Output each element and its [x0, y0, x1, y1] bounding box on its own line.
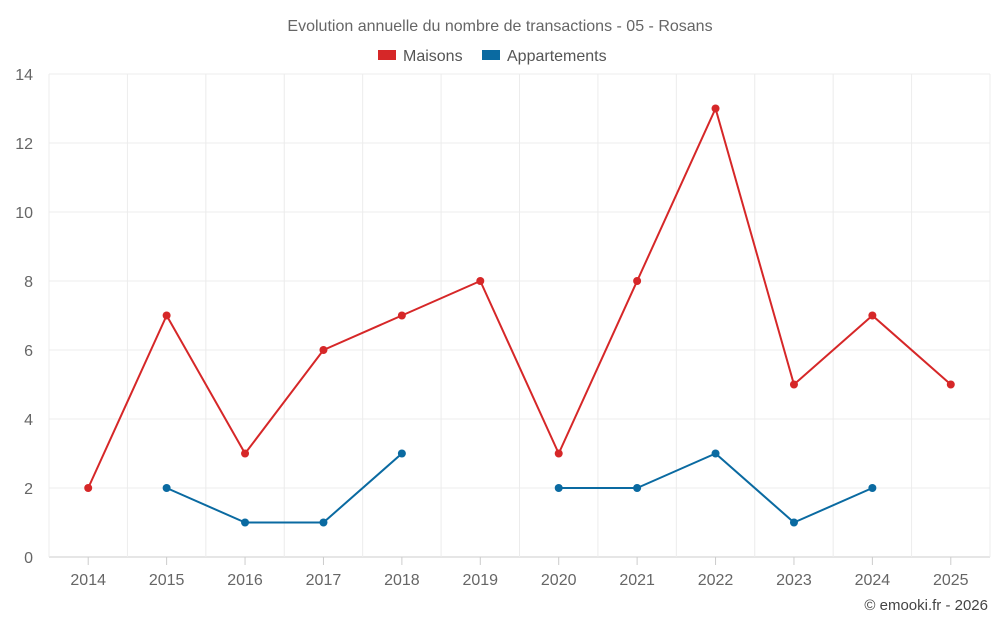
y-tick-label: 6	[24, 343, 33, 360]
y-tick-label: 12	[15, 136, 33, 153]
legend-label: Maisons	[403, 48, 463, 65]
data-point	[946, 380, 955, 389]
data-point	[397, 311, 406, 320]
data-point	[868, 484, 877, 492]
data-point	[633, 484, 642, 492]
series-appartements	[162, 449, 877, 527]
series-line	[166, 452, 403, 524]
x-tick-label: 2022	[698, 572, 734, 589]
legend-item-appartements: Appartements	[482, 48, 607, 65]
data-point	[397, 449, 406, 458]
data-point	[554, 449, 563, 458]
data-point	[241, 518, 250, 527]
y-tick-label: 2	[24, 481, 33, 498]
data-point	[789, 380, 798, 389]
data-point	[554, 484, 563, 492]
chart-legend: Maisons Appartements	[378, 48, 607, 65]
x-tick-label: 2018	[384, 572, 420, 589]
data-point	[84, 484, 93, 492]
y-tick-label: 4	[24, 412, 33, 429]
data-point	[476, 277, 485, 285]
data-point	[711, 449, 720, 458]
data-point	[319, 518, 328, 527]
x-tick-label: 2014	[70, 572, 106, 589]
x-tick-label: 2025	[933, 572, 969, 589]
chart-title: Evolution annuelle du nombre de transact…	[287, 18, 712, 35]
data-point	[633, 277, 642, 285]
legend-swatch	[378, 50, 396, 60]
x-axis: 2014 2015 2016 2017 2018 2019 2020 2021 2022 2023…	[70, 557, 969, 589]
x-tick-label: 2016	[227, 572, 263, 589]
x-tick-label: 2020	[541, 572, 577, 589]
x-tick-label: 2021	[619, 572, 655, 589]
data-point	[162, 484, 171, 492]
data-point	[711, 104, 720, 113]
x-tick-label: 2017	[306, 572, 342, 589]
legend-label: Appartements	[507, 48, 607, 65]
grid-lines	[48, 73, 991, 558]
credit-text: © emooki.fr - 2026	[864, 597, 988, 614]
data-point	[162, 311, 171, 320]
y-tick-label: 8	[24, 274, 33, 291]
series-maisons	[84, 104, 955, 492]
data-point	[868, 311, 877, 320]
y-tick-label: 0	[24, 550, 33, 567]
x-tick-label: 2015	[149, 572, 185, 589]
y-tick-label: 10	[15, 205, 33, 222]
y-axis: 0 2 4 6 8 10 12 14	[15, 67, 33, 567]
data-point	[319, 346, 328, 354]
series-group	[84, 104, 955, 527]
x-tick-label: 2024	[855, 572, 891, 589]
series-line	[87, 107, 952, 489]
x-tick-label: 2023	[776, 572, 812, 589]
y-tick-label: 14	[15, 67, 33, 84]
x-tick-label: 2019	[462, 572, 498, 589]
data-point	[789, 518, 798, 527]
legend-swatch	[482, 50, 500, 60]
legend-item-maisons: Maisons	[378, 48, 463, 65]
data-point	[241, 449, 250, 458]
